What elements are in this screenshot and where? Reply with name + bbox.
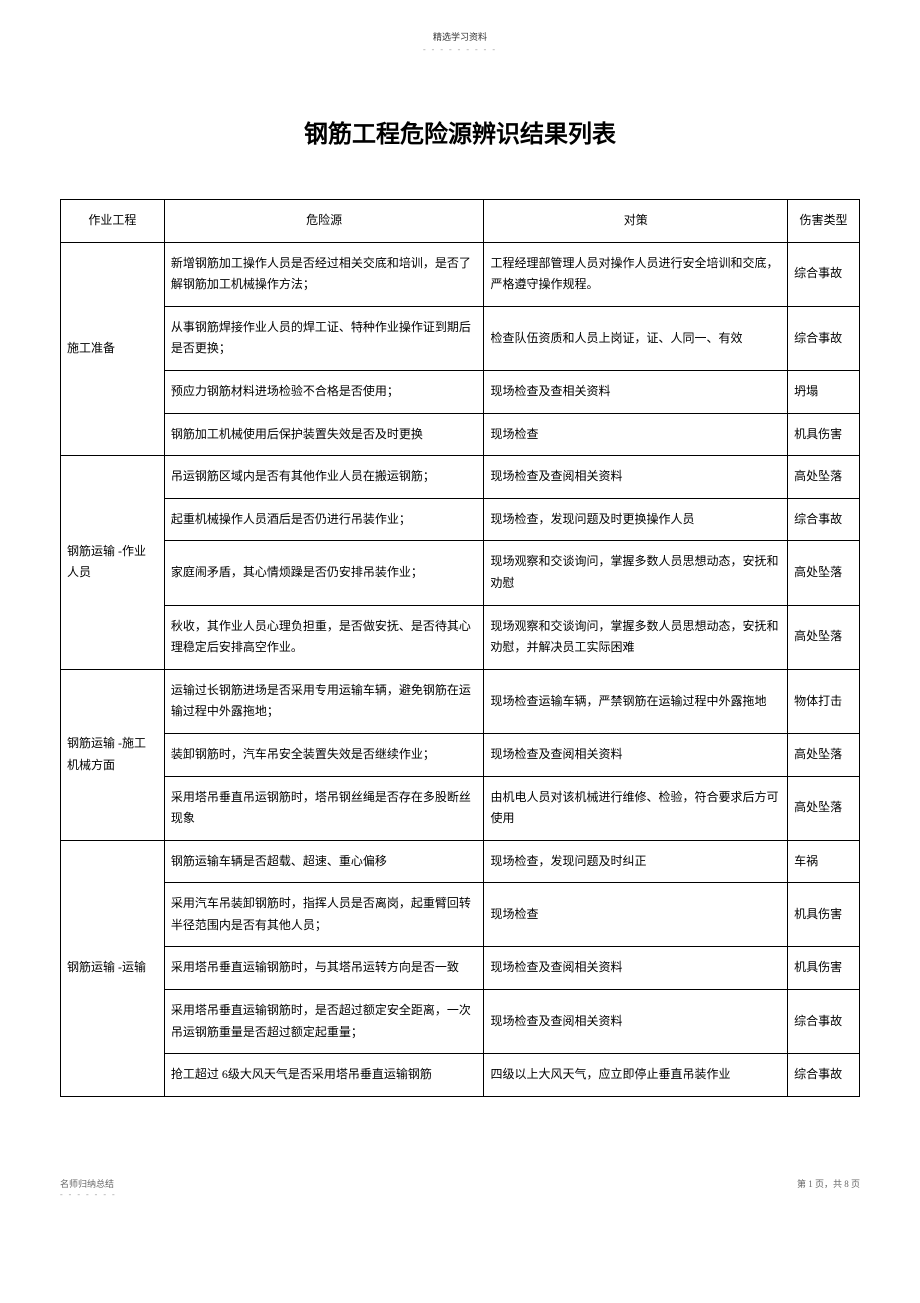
footer-left: 名师归纳总结 - - - - - - -	[60, 1177, 117, 1199]
top-dots: - - - - - - - - -	[60, 45, 860, 54]
header-col1: 作业工程	[61, 200, 165, 243]
table-row: 钢筋运输 -作业人员吊运钢筋区域内是否有其他作业人员在搬运钢筋；现场检查及查阅相…	[61, 456, 860, 499]
type-cell: 高处坠落	[788, 733, 860, 776]
measure-cell: 现场检查，发现问题及时更换操作人员	[484, 498, 788, 541]
measure-cell: 工程经理部管理人员对操作人员进行安全培训和交底，严格遵守操作规程。	[484, 242, 788, 306]
table-row: 秋收，其作业人员心理负担重，是否做安抚、是否待其心理稳定后安排高空作业。现场观察…	[61, 605, 860, 669]
top-label: 精选学习资料	[60, 30, 860, 43]
header-col2: 危险源	[164, 200, 484, 243]
measure-cell: 现场检查	[484, 413, 788, 456]
type-cell: 机具伤害	[788, 413, 860, 456]
hazard-cell: 从事钢筋焊接作业人员的焊工证、特种作业操作证到期后是否更换；	[164, 306, 484, 370]
measure-cell: 四级以上大风天气，应立即停止垂直吊装作业	[484, 1054, 788, 1097]
type-cell: 物体打击	[788, 669, 860, 733]
type-cell: 坍塌	[788, 370, 860, 413]
table-row: 抢工超过 6级大风天气是否采用塔吊垂直运输钢筋四级以上大风天气，应立即停止垂直吊…	[61, 1054, 860, 1097]
measure-cell: 现场检查及查阅相关资料	[484, 456, 788, 499]
type-cell: 高处坠落	[788, 456, 860, 499]
table-row: 钢筋运输 -运输钢筋运输车辆是否超载、超速、重心偏移现场检查，发现问题及时纠正车…	[61, 840, 860, 883]
type-cell: 综合事故	[788, 498, 860, 541]
type-cell: 高处坠落	[788, 541, 860, 605]
type-cell: 机具伤害	[788, 947, 860, 990]
type-cell: 综合事故	[788, 1054, 860, 1097]
footer-right: 第 1 页，共 8 页	[797, 1177, 860, 1199]
hazard-cell: 抢工超过 6级大风天气是否采用塔吊垂直运输钢筋	[164, 1054, 484, 1097]
measure-cell: 现场检查运输车辆，严禁钢筋在运输过程中外露拖地	[484, 669, 788, 733]
table-row: 采用塔吊垂直吊运钢筋时，塔吊钢丝绳是否存在多股断丝现象由机电人员对该机械进行维修…	[61, 776, 860, 840]
table-row: 采用塔吊垂直运输钢筋时，是否超过额定安全距离，一次吊运钢筋重量是否超过额定起重量…	[61, 990, 860, 1054]
hazard-cell: 采用塔吊垂直吊运钢筋时，塔吊钢丝绳是否存在多股断丝现象	[164, 776, 484, 840]
hazard-cell: 吊运钢筋区域内是否有其他作业人员在搬运钢筋；	[164, 456, 484, 499]
table-row: 采用汽车吊装卸钢筋时，指挥人员是否离岗，起重臂回转半径范围内是否有其他人员；现场…	[61, 883, 860, 947]
table-row: 起重机械操作人员酒后是否仍进行吊装作业；现场检查，发现问题及时更换操作人员综合事…	[61, 498, 860, 541]
type-cell: 车祸	[788, 840, 860, 883]
measure-cell: 现场检查及查阅相关资料	[484, 990, 788, 1054]
type-cell: 综合事故	[788, 306, 860, 370]
table-row: 施工准备新增钢筋加工操作人员是否经过相关交底和培训，是否了解钢筋加工机械操作方法…	[61, 242, 860, 306]
table-body: 施工准备新增钢筋加工操作人员是否经过相关交底和培训，是否了解钢筋加工机械操作方法…	[61, 242, 860, 1096]
hazard-cell: 采用汽车吊装卸钢筋时，指挥人员是否离岗，起重臂回转半径范围内是否有其他人员；	[164, 883, 484, 947]
measure-cell: 现场检查	[484, 883, 788, 947]
category-cell: 施工准备	[61, 242, 165, 456]
type-cell: 高处坠落	[788, 776, 860, 840]
table-header-row: 作业工程 危险源 对策 伤害类型	[61, 200, 860, 243]
table-row: 钢筋运输 -施工机械方面运输过长钢筋进场是否采用专用运输车辆，避免钢筋在运输过程…	[61, 669, 860, 733]
table-row: 家庭闹矛盾，其心情烦躁是否仍安排吊装作业；现场观察和交谈询问，掌握多数人员思想动…	[61, 541, 860, 605]
table-row: 从事钢筋焊接作业人员的焊工证、特种作业操作证到期后是否更换；检查队伍资质和人员上…	[61, 306, 860, 370]
type-cell: 高处坠落	[788, 605, 860, 669]
type-cell: 综合事故	[788, 242, 860, 306]
category-cell: 钢筋运输 -作业人员	[61, 456, 165, 670]
category-cell: 钢筋运输 -施工机械方面	[61, 669, 165, 840]
category-cell: 钢筋运输 -运输	[61, 840, 165, 1096]
hazard-cell: 起重机械操作人员酒后是否仍进行吊装作业；	[164, 498, 484, 541]
hazard-cell: 运输过长钢筋进场是否采用专用运输车辆，避免钢筋在运输过程中外露拖地；	[164, 669, 484, 733]
measure-cell: 现场观察和交谈询问，掌握多数人员思想动态，安抚和劝慰	[484, 541, 788, 605]
hazard-cell: 钢筋加工机械使用后保护装置失效是否及时更换	[164, 413, 484, 456]
measure-cell: 现场检查，发现问题及时纠正	[484, 840, 788, 883]
page-title: 钢筋工程危险源辨识结果列表	[60, 114, 860, 149]
type-cell: 综合事故	[788, 990, 860, 1054]
table-row: 预应力钢筋材料进场检验不合格是否使用；现场检查及查相关资料坍塌	[61, 370, 860, 413]
footer: 名师归纳总结 - - - - - - - 第 1 页，共 8 页	[60, 1177, 860, 1199]
footer-left-text: 名师归纳总结	[60, 1177, 117, 1190]
hazard-cell: 装卸钢筋时，汽车吊安全装置失效是否继续作业；	[164, 733, 484, 776]
measure-cell: 现场检查及查相关资料	[484, 370, 788, 413]
hazard-cell: 采用塔吊垂直运输钢筋时，是否超过额定安全距离，一次吊运钢筋重量是否超过额定起重量…	[164, 990, 484, 1054]
hazard-cell: 秋收，其作业人员心理负担重，是否做安抚、是否待其心理稳定后安排高空作业。	[164, 605, 484, 669]
measure-cell: 现场观察和交谈询问，掌握多数人员思想动态，安抚和劝慰，并解决员工实际困难	[484, 605, 788, 669]
measure-cell: 现场检查及查阅相关资料	[484, 947, 788, 990]
hazard-cell: 钢筋运输车辆是否超载、超速、重心偏移	[164, 840, 484, 883]
measure-cell: 由机电人员对该机械进行维修、检验，符合要求后方可使用	[484, 776, 788, 840]
hazard-cell: 预应力钢筋材料进场检验不合格是否使用；	[164, 370, 484, 413]
header-col4: 伤害类型	[788, 200, 860, 243]
table-row: 钢筋加工机械使用后保护装置失效是否及时更换现场检查机具伤害	[61, 413, 860, 456]
measure-cell: 检查队伍资质和人员上岗证，证、人同一、有效	[484, 306, 788, 370]
hazard-cell: 新增钢筋加工操作人员是否经过相关交底和培训，是否了解钢筋加工机械操作方法；	[164, 242, 484, 306]
table-row: 采用塔吊垂直运输钢筋时，与其塔吊运转方向是否一致现场检查及查阅相关资料机具伤害	[61, 947, 860, 990]
hazard-cell: 采用塔吊垂直运输钢筋时，与其塔吊运转方向是否一致	[164, 947, 484, 990]
footer-left-dots: - - - - - - -	[60, 1190, 117, 1199]
measure-cell: 现场检查及查阅相关资料	[484, 733, 788, 776]
header-col3: 对策	[484, 200, 788, 243]
hazard-cell: 家庭闹矛盾，其心情烦躁是否仍安排吊装作业；	[164, 541, 484, 605]
table-row: 装卸钢筋时，汽车吊安全装置失效是否继续作业；现场检查及查阅相关资料高处坠落	[61, 733, 860, 776]
type-cell: 机具伤害	[788, 883, 860, 947]
hazard-table: 作业工程 危险源 对策 伤害类型 施工准备新增钢筋加工操作人员是否经过相关交底和…	[60, 199, 860, 1097]
